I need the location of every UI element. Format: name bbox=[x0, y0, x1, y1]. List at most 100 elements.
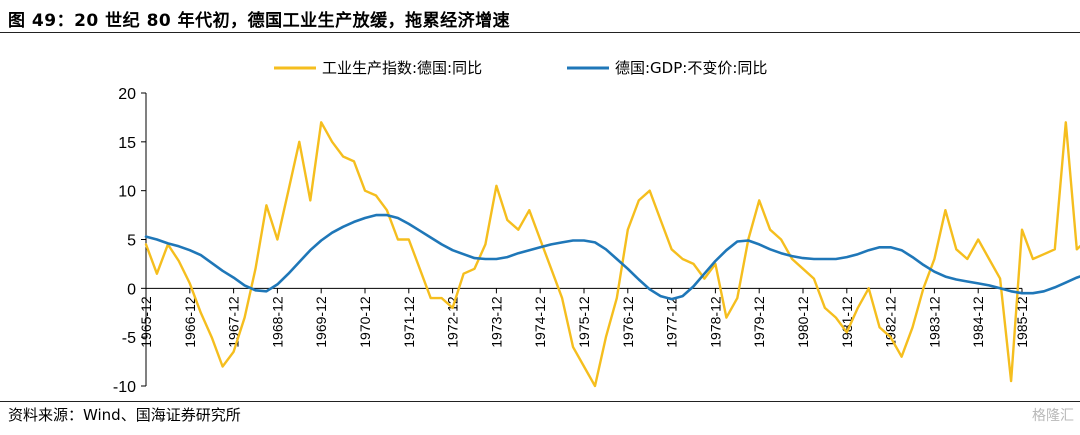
data-point bbox=[298, 261, 301, 263]
y-tick-label: 5 bbox=[127, 233, 136, 250]
data-point bbox=[386, 209, 388, 212]
data-point bbox=[451, 307, 454, 309]
data-point bbox=[845, 331, 848, 334]
data-point bbox=[791, 258, 793, 260]
data-point bbox=[955, 248, 958, 251]
data-point bbox=[331, 140, 333, 143]
source-rule bbox=[0, 401, 1080, 402]
x-tick-label: 1973-12 bbox=[488, 296, 504, 348]
data-point bbox=[320, 121, 323, 124]
data-point bbox=[736, 240, 739, 243]
data-point bbox=[670, 298, 673, 300]
data-point bbox=[1010, 380, 1012, 382]
data-point bbox=[856, 253, 859, 256]
data-point bbox=[386, 214, 388, 217]
data-point bbox=[210, 262, 213, 264]
data-point bbox=[615, 297, 618, 299]
y-tick-label: -10 bbox=[113, 379, 136, 396]
data-point bbox=[725, 316, 728, 319]
data-point bbox=[648, 288, 651, 291]
data-point bbox=[145, 235, 147, 238]
data-point bbox=[462, 272, 465, 275]
data-point bbox=[900, 249, 903, 252]
x-tick-label: 1978-12 bbox=[707, 296, 723, 348]
data-point bbox=[407, 238, 410, 241]
x-tick-label: 1984-12 bbox=[970, 296, 986, 348]
data-point bbox=[451, 249, 454, 252]
data-point bbox=[243, 316, 246, 319]
data-point bbox=[1032, 258, 1034, 260]
data-point bbox=[484, 243, 487, 246]
data-point bbox=[221, 365, 224, 368]
data-point bbox=[626, 228, 629, 231]
data-point bbox=[670, 248, 673, 251]
data-point bbox=[1064, 121, 1067, 124]
x-tick-label: 1969-12 bbox=[313, 296, 329, 348]
data-point bbox=[572, 239, 574, 242]
data-point bbox=[889, 246, 892, 249]
data-point bbox=[977, 238, 980, 241]
data-point bbox=[780, 252, 782, 255]
data-point bbox=[845, 256, 848, 258]
data-point bbox=[572, 346, 574, 348]
data-point bbox=[1075, 248, 1078, 251]
data-point bbox=[495, 258, 498, 260]
data-point bbox=[561, 241, 563, 244]
legend-label-series-1: 工业生产指数:德国:同比 bbox=[322, 59, 482, 77]
data-point bbox=[440, 243, 443, 246]
y-tick-label: 10 bbox=[118, 184, 136, 201]
data-point bbox=[1053, 286, 1056, 289]
x-tick-label: 1965-12 bbox=[138, 296, 154, 348]
data-point bbox=[933, 270, 936, 273]
x-tick-label: 1968-12 bbox=[269, 296, 285, 348]
data-point bbox=[648, 189, 651, 192]
data-point bbox=[911, 326, 914, 329]
data-point bbox=[298, 140, 301, 143]
data-point bbox=[681, 295, 684, 297]
data-point bbox=[692, 285, 695, 288]
data-point bbox=[944, 275, 947, 278]
y-tick-label: 15 bbox=[118, 135, 136, 152]
data-point bbox=[342, 155, 344, 158]
data-point bbox=[889, 336, 892, 339]
data-point bbox=[309, 249, 312, 252]
data-point bbox=[594, 241, 596, 244]
data-point bbox=[407, 223, 410, 225]
data-point bbox=[725, 249, 728, 252]
data-point bbox=[353, 160, 355, 163]
data-point bbox=[681, 258, 684, 260]
data-point bbox=[331, 231, 333, 234]
data-point bbox=[878, 326, 881, 329]
data-point bbox=[188, 282, 191, 285]
data-point bbox=[802, 257, 804, 259]
data-point bbox=[922, 287, 925, 290]
data-point bbox=[418, 229, 421, 232]
data-point bbox=[911, 256, 914, 258]
data-point bbox=[1021, 228, 1023, 231]
x-tick-label: 1974-12 bbox=[532, 296, 548, 348]
figure-title: 图 49：20 世纪 80 年代初，德国工业生产放缓，拖累经济增速 bbox=[8, 11, 511, 31]
data-point bbox=[605, 336, 607, 339]
data-point bbox=[232, 350, 235, 353]
x-tick-label: 1985-12 bbox=[1014, 296, 1030, 348]
data-point bbox=[528, 209, 531, 212]
data-point bbox=[397, 217, 399, 219]
data-point bbox=[473, 267, 476, 270]
series-group bbox=[144, 121, 1080, 388]
data-point bbox=[1053, 248, 1056, 251]
data-point bbox=[517, 228, 520, 231]
data-point bbox=[342, 225, 344, 228]
x-tick-label: 1975-12 bbox=[576, 296, 592, 348]
data-point bbox=[747, 239, 750, 242]
data-point bbox=[813, 277, 815, 280]
data-point bbox=[353, 221, 355, 223]
data-point bbox=[517, 252, 520, 255]
data-point bbox=[210, 336, 213, 339]
data-point bbox=[637, 199, 640, 202]
data-point bbox=[999, 277, 1001, 280]
x-tick-label: 1971-12 bbox=[401, 296, 417, 348]
data-point bbox=[145, 243, 147, 246]
data-point bbox=[966, 258, 969, 260]
data-point bbox=[824, 307, 826, 309]
